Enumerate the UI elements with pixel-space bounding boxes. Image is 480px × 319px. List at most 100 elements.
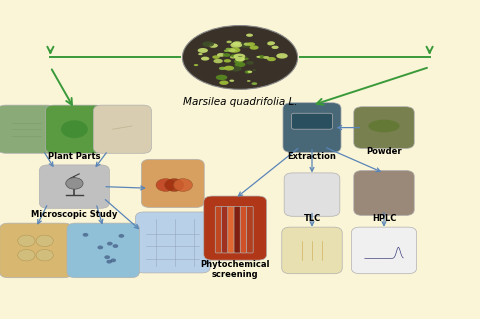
Circle shape <box>112 244 118 248</box>
FancyBboxPatch shape <box>0 105 55 153</box>
Ellipse shape <box>228 48 236 52</box>
Ellipse shape <box>230 56 236 59</box>
Ellipse shape <box>247 80 251 82</box>
FancyBboxPatch shape <box>67 223 139 278</box>
Ellipse shape <box>233 54 245 59</box>
FancyBboxPatch shape <box>141 160 204 208</box>
Ellipse shape <box>263 56 269 59</box>
FancyBboxPatch shape <box>292 113 332 129</box>
Ellipse shape <box>219 80 228 85</box>
Ellipse shape <box>214 59 223 63</box>
Ellipse shape <box>272 46 279 49</box>
Ellipse shape <box>252 69 256 71</box>
Ellipse shape <box>244 43 250 46</box>
Circle shape <box>18 235 35 247</box>
Ellipse shape <box>223 53 230 57</box>
Ellipse shape <box>227 41 232 43</box>
FancyBboxPatch shape <box>247 206 253 253</box>
Ellipse shape <box>231 54 237 57</box>
Text: TLC: TLC <box>303 214 321 223</box>
FancyBboxPatch shape <box>234 206 240 253</box>
FancyBboxPatch shape <box>39 165 109 208</box>
Ellipse shape <box>224 66 234 70</box>
Circle shape <box>165 179 184 191</box>
Ellipse shape <box>229 79 234 82</box>
FancyBboxPatch shape <box>240 206 247 253</box>
Ellipse shape <box>245 70 252 74</box>
Ellipse shape <box>235 62 245 67</box>
Ellipse shape <box>201 56 209 61</box>
Ellipse shape <box>198 48 208 53</box>
Ellipse shape <box>246 33 253 37</box>
Ellipse shape <box>258 55 265 59</box>
Ellipse shape <box>217 53 225 57</box>
Ellipse shape <box>247 42 255 46</box>
FancyBboxPatch shape <box>135 212 210 273</box>
Ellipse shape <box>256 56 260 58</box>
FancyBboxPatch shape <box>354 107 414 149</box>
Ellipse shape <box>238 56 242 59</box>
FancyBboxPatch shape <box>93 105 152 153</box>
Circle shape <box>156 179 175 191</box>
Circle shape <box>97 246 103 249</box>
Circle shape <box>83 233 88 237</box>
Circle shape <box>107 242 113 246</box>
Ellipse shape <box>267 42 274 45</box>
Ellipse shape <box>235 56 245 61</box>
Ellipse shape <box>209 43 218 48</box>
Text: HPLC: HPLC <box>372 214 396 223</box>
Ellipse shape <box>203 41 214 47</box>
Text: Powder: Powder <box>366 147 402 156</box>
Circle shape <box>36 235 53 247</box>
FancyBboxPatch shape <box>45 105 103 153</box>
Ellipse shape <box>267 41 275 45</box>
Ellipse shape <box>219 67 226 70</box>
Circle shape <box>66 178 83 189</box>
Ellipse shape <box>276 53 288 59</box>
Text: Extraction: Extraction <box>288 152 336 161</box>
Ellipse shape <box>243 57 249 60</box>
Ellipse shape <box>250 45 259 50</box>
Ellipse shape <box>194 64 198 66</box>
Ellipse shape <box>198 53 203 55</box>
Circle shape <box>119 234 124 238</box>
Text: Microscopic Study: Microscopic Study <box>31 210 118 219</box>
FancyBboxPatch shape <box>0 223 72 278</box>
Ellipse shape <box>246 61 254 65</box>
Circle shape <box>110 258 116 262</box>
Ellipse shape <box>234 59 243 63</box>
Circle shape <box>173 179 192 191</box>
Circle shape <box>104 255 110 259</box>
FancyBboxPatch shape <box>282 227 342 274</box>
FancyBboxPatch shape <box>228 206 235 253</box>
FancyBboxPatch shape <box>204 196 267 260</box>
Circle shape <box>61 120 88 138</box>
Ellipse shape <box>267 57 276 61</box>
FancyBboxPatch shape <box>283 103 341 152</box>
Text: Plant Parts: Plant Parts <box>48 152 101 161</box>
Ellipse shape <box>369 120 399 132</box>
Text: Phytochemical
screening: Phytochemical screening <box>201 260 270 279</box>
Ellipse shape <box>230 42 242 48</box>
Ellipse shape <box>248 71 252 73</box>
Ellipse shape <box>252 82 257 85</box>
Ellipse shape <box>229 47 240 53</box>
Ellipse shape <box>235 58 241 61</box>
Ellipse shape <box>238 56 244 59</box>
Ellipse shape <box>232 41 242 46</box>
Circle shape <box>18 249 35 261</box>
Ellipse shape <box>233 49 237 51</box>
Circle shape <box>107 260 112 263</box>
FancyBboxPatch shape <box>222 206 228 253</box>
Circle shape <box>36 249 53 261</box>
Ellipse shape <box>216 75 228 80</box>
Ellipse shape <box>230 66 241 71</box>
FancyBboxPatch shape <box>354 170 414 216</box>
Ellipse shape <box>212 55 220 59</box>
Ellipse shape <box>224 59 231 63</box>
Ellipse shape <box>224 49 229 52</box>
Ellipse shape <box>182 26 298 89</box>
FancyBboxPatch shape <box>351 227 417 274</box>
Ellipse shape <box>226 48 231 50</box>
Text: Marsilea quadrifolia L.: Marsilea quadrifolia L. <box>183 97 297 107</box>
